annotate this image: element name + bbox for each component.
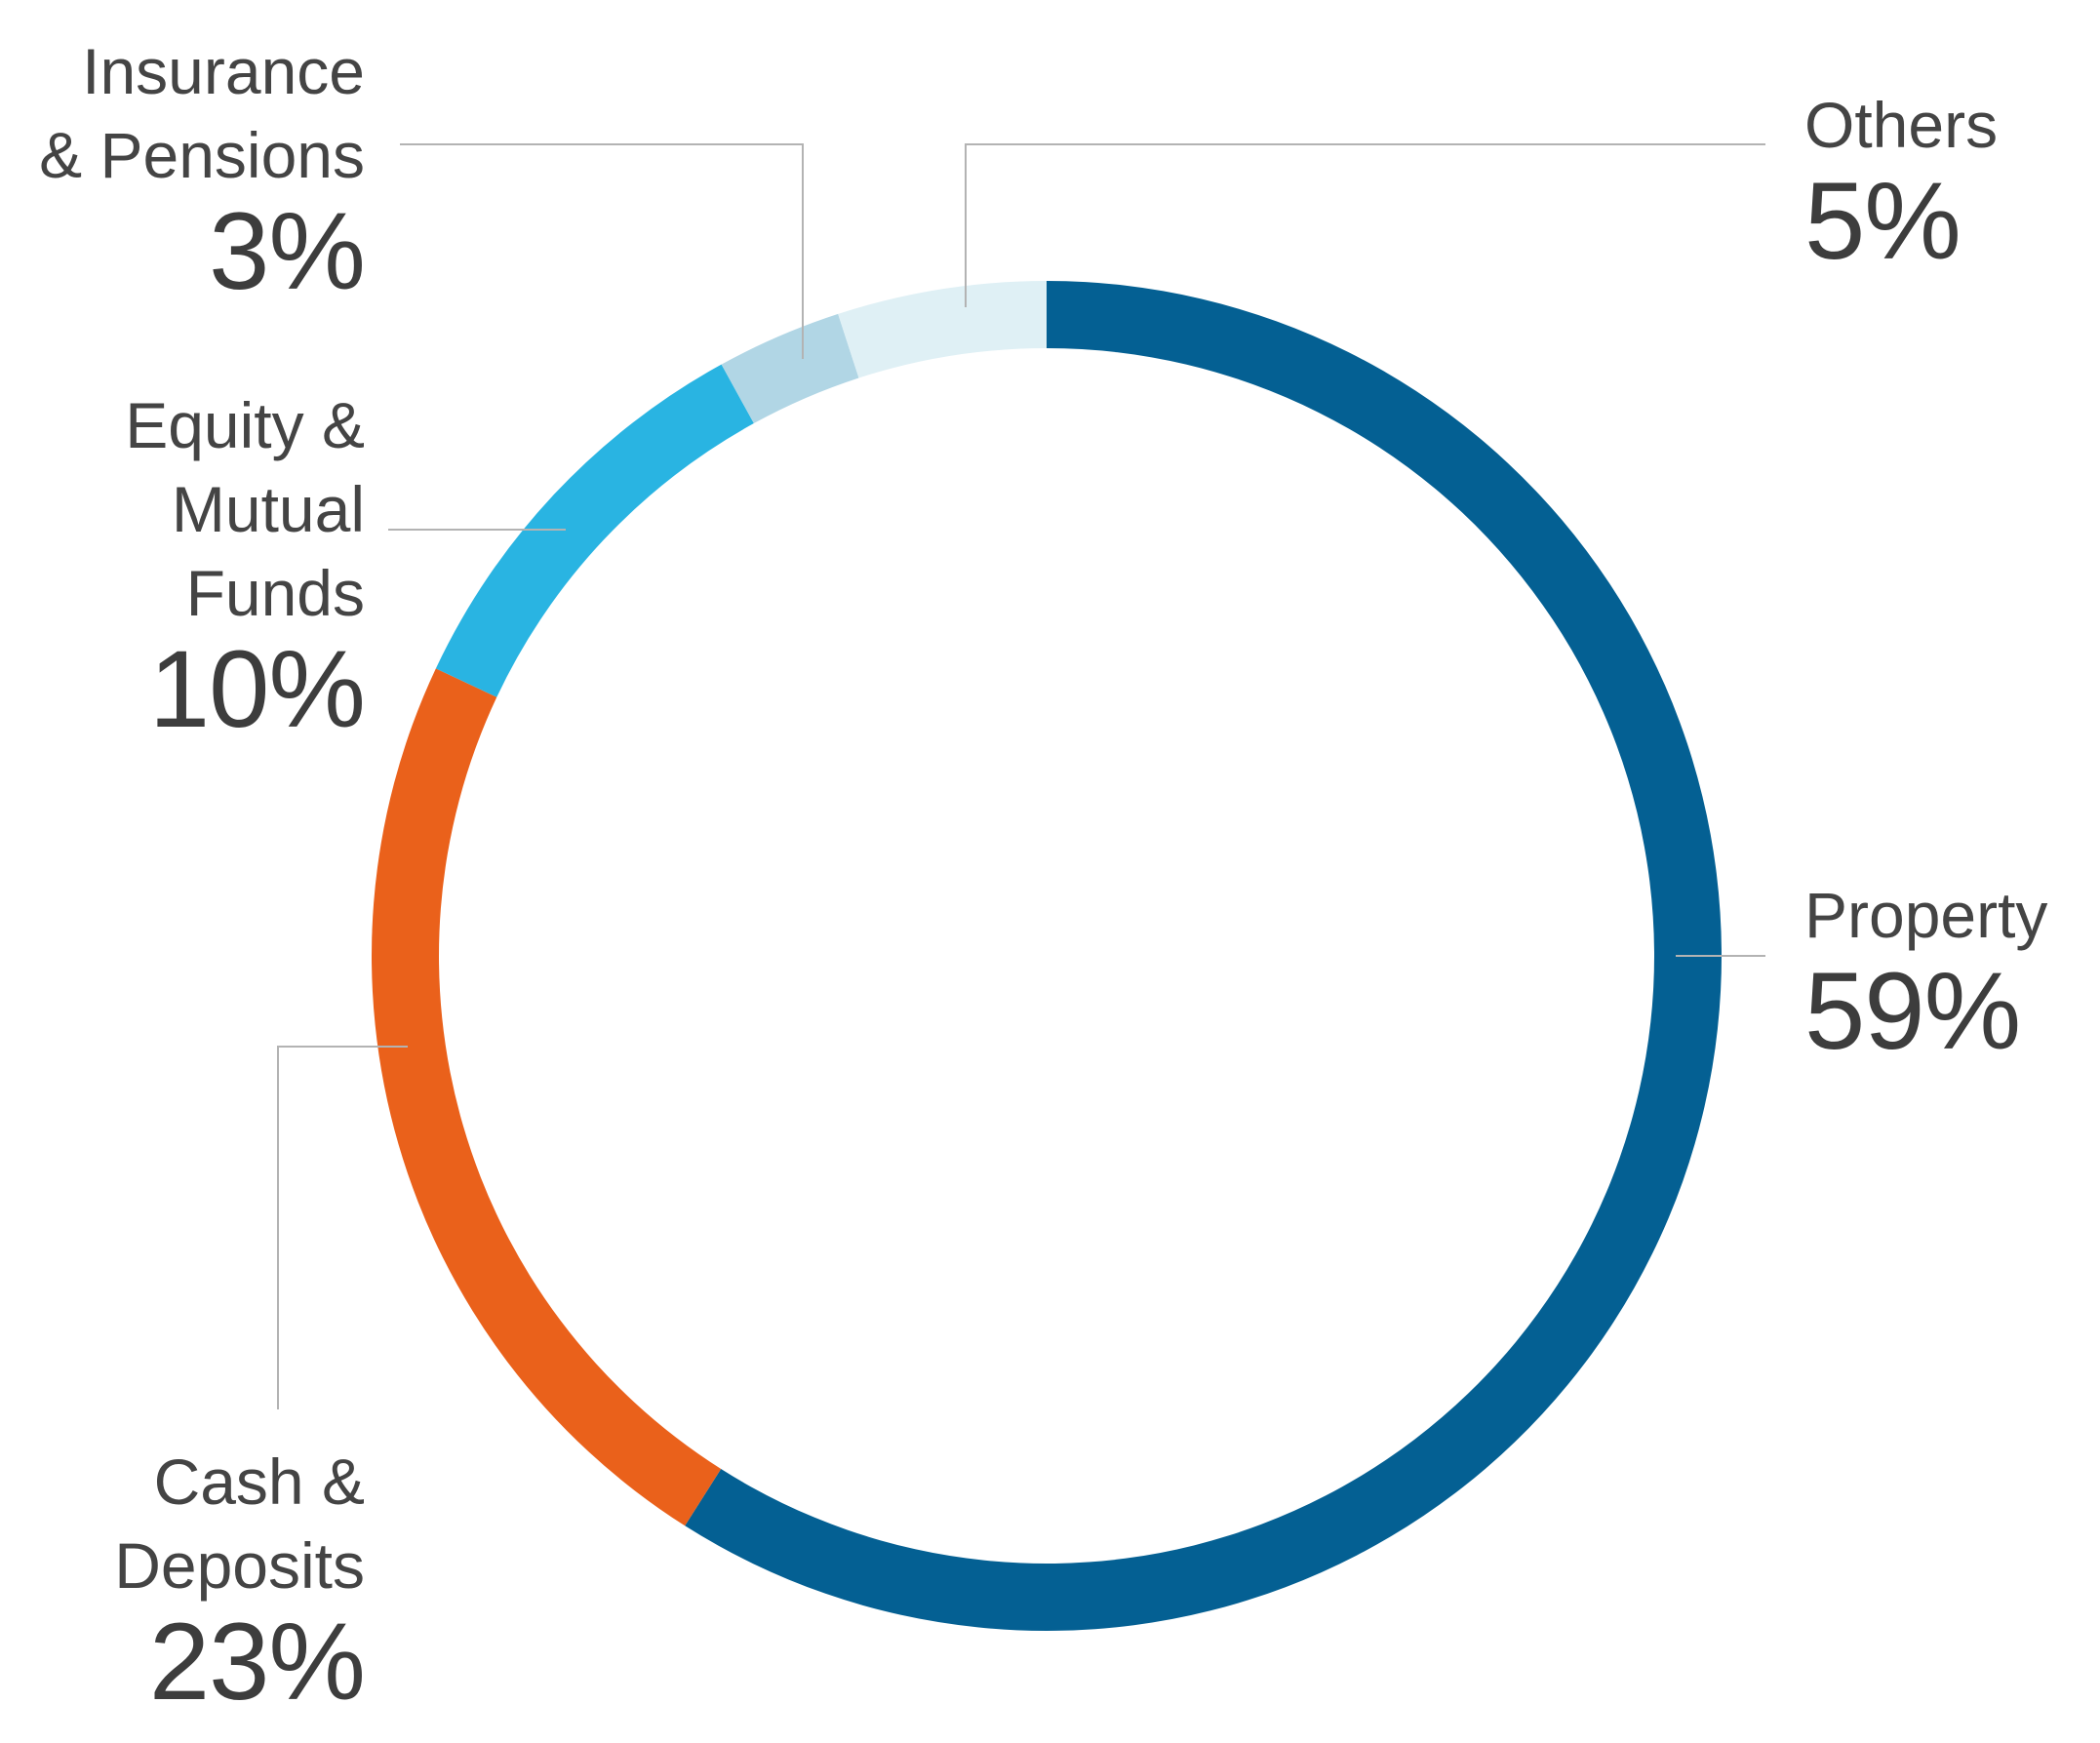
slice-insurance-pensions xyxy=(721,313,859,424)
slice-name-others: Others xyxy=(1804,89,1999,161)
slice-value-equity-mutual-funds: 10% xyxy=(148,628,366,750)
leader-line-cash-deposits xyxy=(277,1046,408,1409)
label-property: Property 59% xyxy=(1804,873,2047,1066)
slice-name-insurance-pensions: Insurance & Pensions xyxy=(39,35,365,191)
leader-line-insurance-pensions xyxy=(400,143,804,359)
label-insurance-pensions: Insurance & Pensions 3% xyxy=(39,29,366,312)
donut-slices xyxy=(371,281,1722,1631)
slice-value-insurance-pensions: 3% xyxy=(209,190,366,312)
slice-value-cash-deposits: 23% xyxy=(148,1601,366,1723)
slice-value-property: 59% xyxy=(1804,950,2021,1072)
slice-name-cash-deposits: Cash & Deposits xyxy=(114,1446,365,1602)
slice-equity-mutual-funds xyxy=(435,364,754,697)
label-others: Others 5% xyxy=(1804,83,1998,276)
leader-lines xyxy=(277,143,1765,1409)
slice-others xyxy=(838,281,1047,378)
slice-cash-deposits xyxy=(371,668,722,1526)
slice-name-equity-mutual-funds: Equity & Mutual Funds xyxy=(125,389,365,629)
slice-value-others: 5% xyxy=(1804,160,1961,282)
label-cash-deposits: Cash & Deposits 23% xyxy=(114,1440,366,1723)
label-equity-mutual-funds: Equity & Mutual Funds 10% xyxy=(125,383,366,750)
slice-name-property: Property xyxy=(1804,879,2048,951)
slice-property xyxy=(685,281,1722,1631)
leader-line-others xyxy=(965,143,1765,307)
